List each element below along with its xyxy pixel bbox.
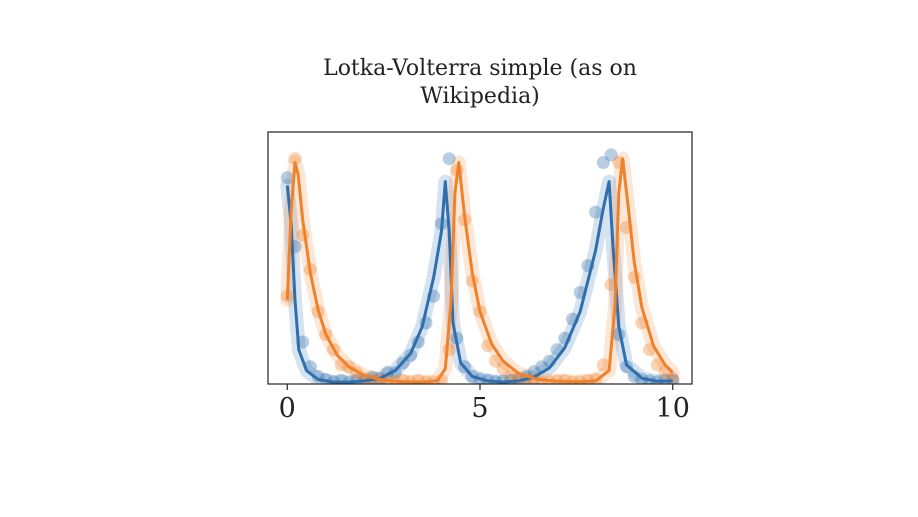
prey-data-point	[596, 156, 610, 169]
predator-fit-line	[285, 157, 674, 384]
prey-fit-line	[285, 180, 673, 384]
prey-data-point	[280, 171, 294, 185]
predator-data-point	[504, 369, 518, 383]
x-tick-label: 10	[656, 393, 690, 424]
x-tick-label: 0	[279, 393, 296, 424]
prey-data-point	[388, 366, 402, 379]
predator-data-point	[596, 358, 610, 372]
predator-data-point	[296, 228, 310, 242]
predator-data-point	[488, 354, 502, 368]
prey-data-point	[604, 148, 618, 162]
chart-title: Lotka-Volterra simple (as on Wikipedia)	[323, 56, 637, 109]
predator-data-point	[650, 358, 664, 372]
prey-data-point	[442, 152, 456, 166]
predator-data-point	[288, 152, 302, 166]
prey-data-point	[589, 205, 603, 219]
predator-data-point	[666, 371, 680, 384]
x-tick-label: 5	[471, 393, 488, 424]
predator-data-point	[442, 343, 456, 357]
